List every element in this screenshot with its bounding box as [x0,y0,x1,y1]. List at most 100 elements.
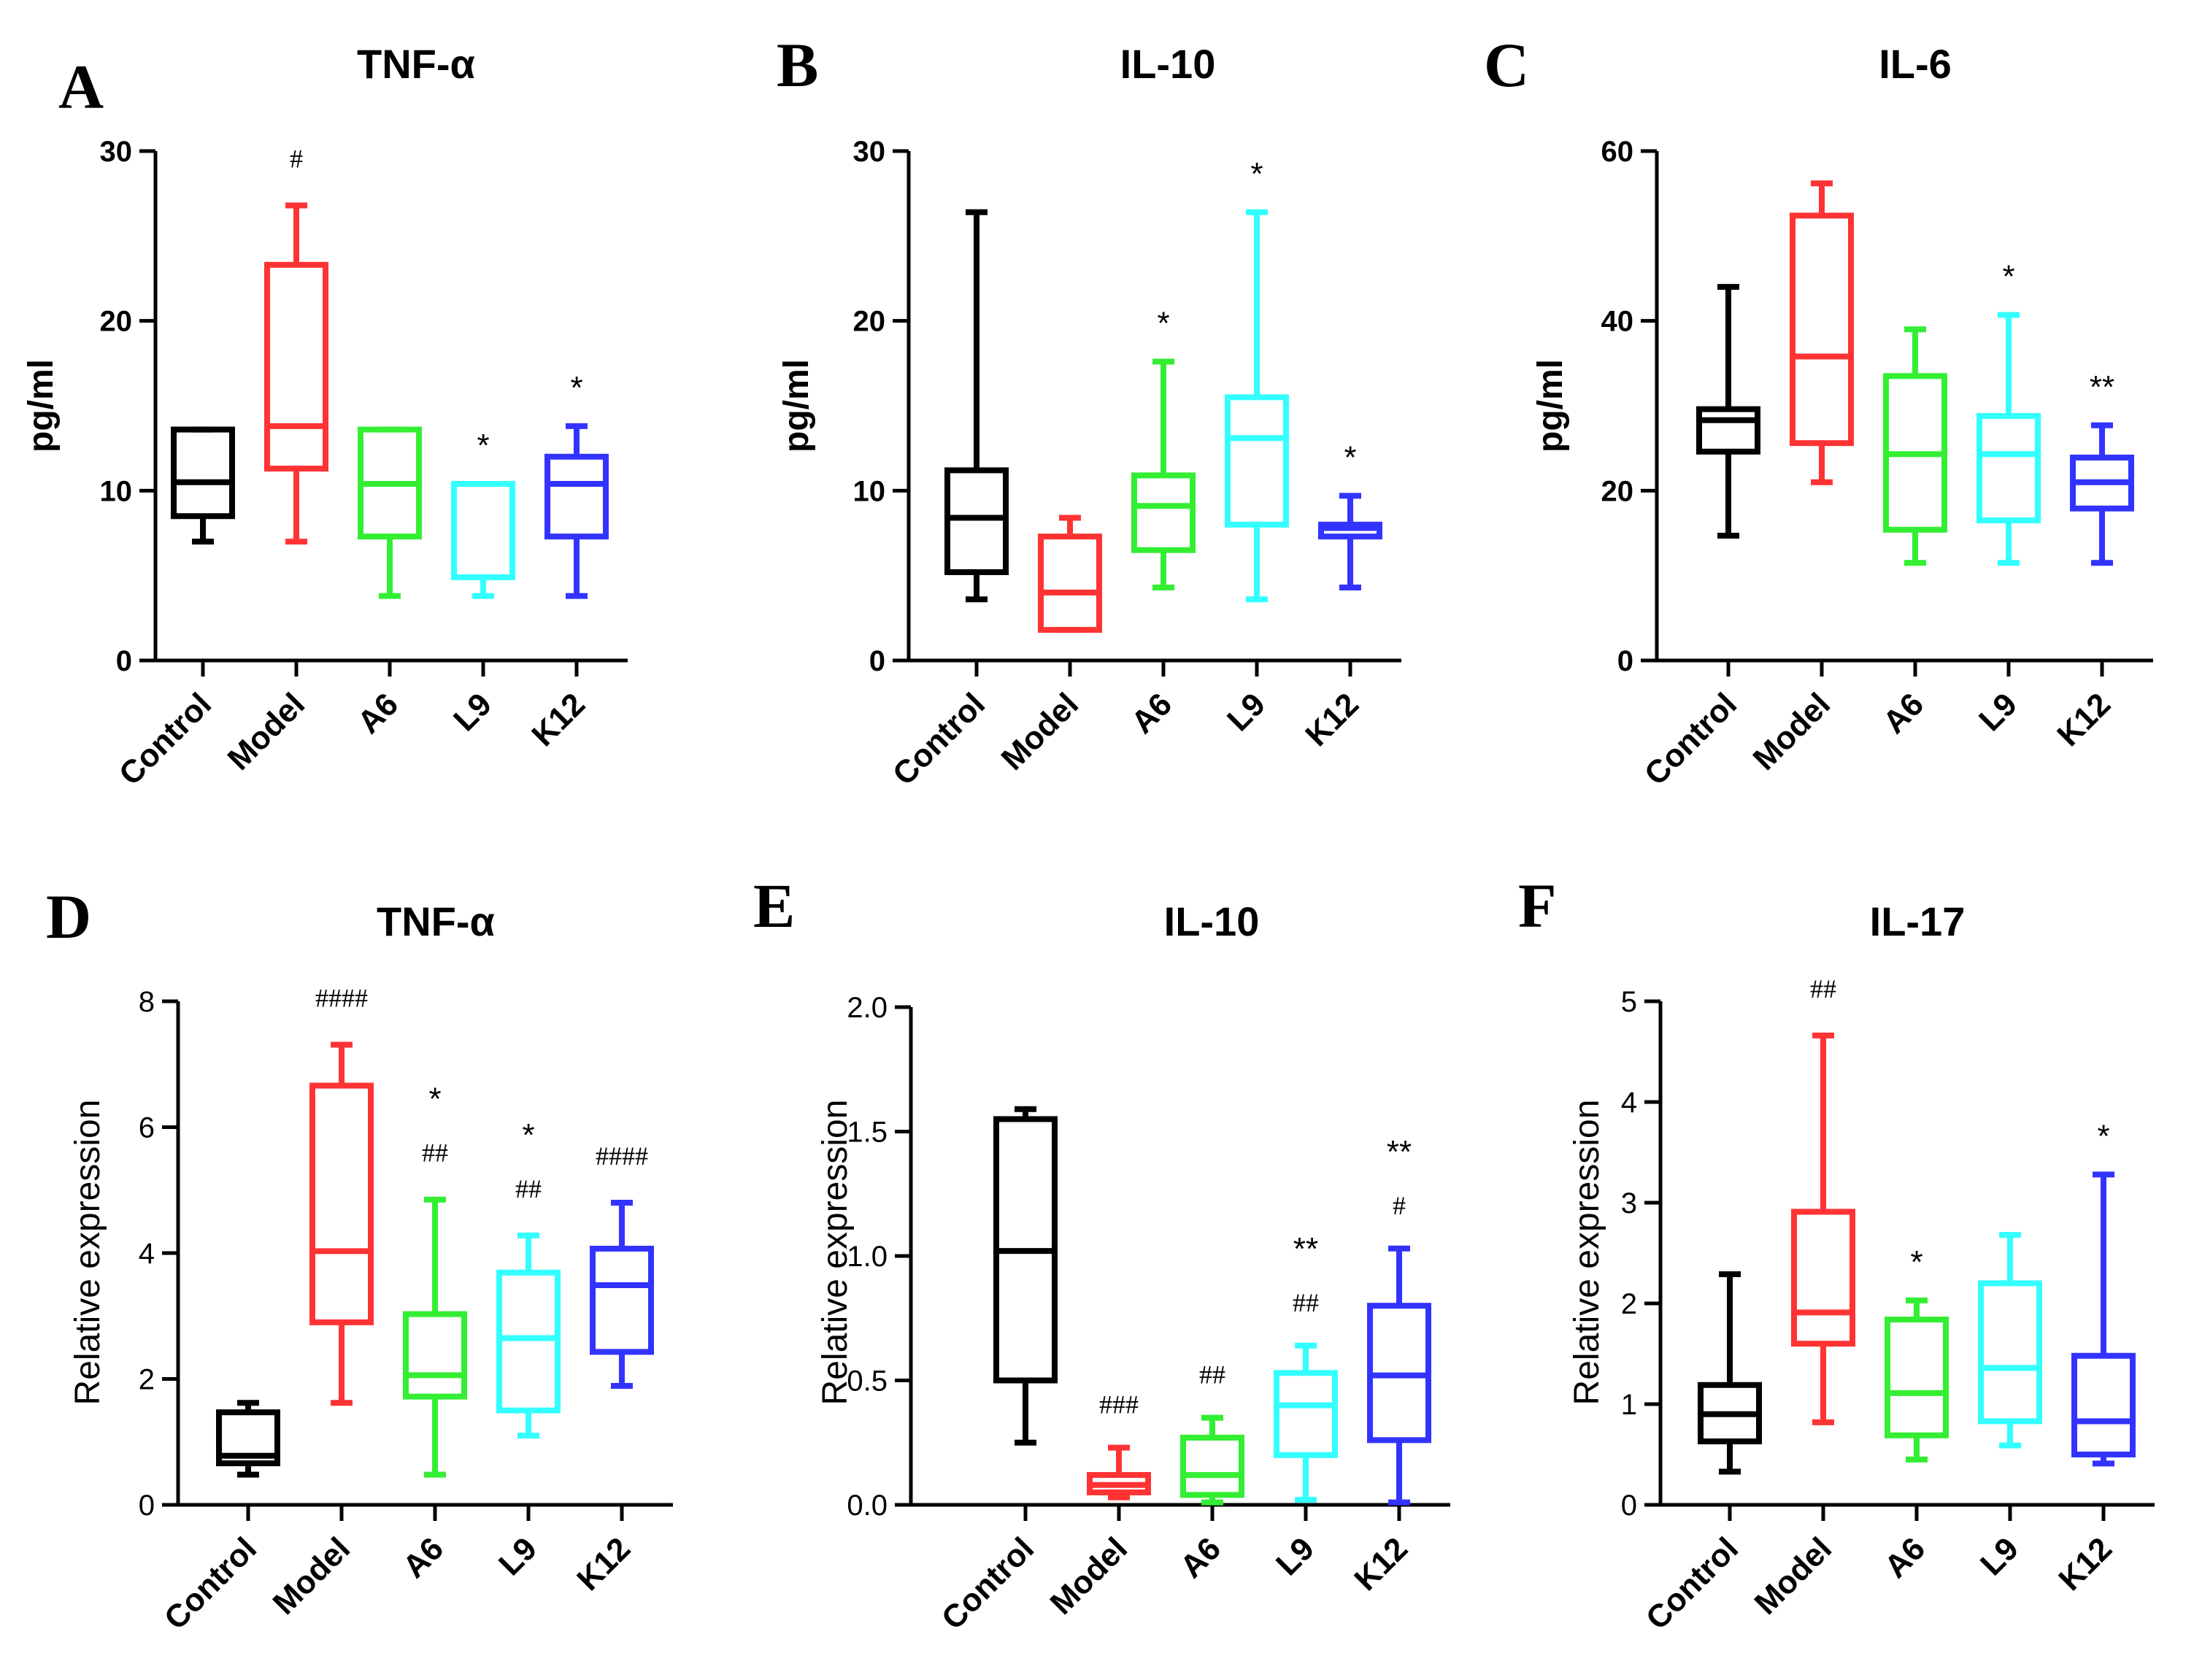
iqr-box [216,1409,280,1467]
box-k12: K12 [2052,1171,2136,1598]
significance-marker: ## [422,1138,448,1168]
significance-marker: * [570,370,582,406]
iqr-box [451,481,515,580]
box-a6: A6 [1174,1414,1244,1585]
box-k12: K12 [2050,422,2134,753]
panel-d: D TNF-α Relative expression 0 2 4 6 8 Control Mod… [46,882,673,1637]
panel-letter: B [777,30,818,100]
iqr-box [1180,1434,1244,1498]
iqr-box [1976,412,2041,524]
chart-title: IL-17 [1870,898,1966,944]
y-axis-label: Relative expression [816,1100,855,1406]
y-tick-label: 0 [1617,645,1633,677]
significance-marker: * [1344,439,1356,475]
panel-letter: A [58,52,104,122]
y-tick-label: 2.0 [847,992,888,1024]
box-control: Control [886,209,1009,793]
x-tick-label: Control [1638,686,1744,792]
iqr-box [1978,1280,2042,1425]
y-tick-label: 5 [1621,986,1637,1018]
y-tick-label: 0 [116,645,132,677]
box-k12: K12 [1347,1245,1431,1598]
y-tick-label: 0 [139,1490,155,1522]
x-tick-label: A6 [1174,1530,1228,1584]
chart-title: IL-10 [1120,41,1216,87]
x-tick-label: Control [112,686,218,792]
chart-title: IL-10 [1164,898,1260,944]
iqr-box [1274,1370,1338,1458]
y-tick-label: 30 [853,136,886,168]
x-tick-label: K12 [2050,686,2117,753]
x-tick-label: A6 [396,1530,450,1584]
x-tick-label: K12 [1298,686,1366,753]
box-l9: L9 [447,481,515,738]
x-tick-label: L9 [1974,1530,2025,1582]
box-model: Model [221,202,328,777]
significance-marker: ## [515,1174,542,1203]
x-tick-label: Model [995,686,1086,777]
x-tick-label: Control [886,686,992,792]
y-tick-label: 40 [1601,306,1634,338]
x-tick-label: A6 [1877,686,1931,740]
x-tick-label: L9 [1220,686,1272,738]
x-tick-label: Model [1747,686,1838,777]
iqr-box [544,453,609,540]
panel-letter: E [753,871,795,941]
panel-letter: F [1518,871,1557,941]
panel-b: B IL-10 pg/ml 0 10 20 30 Control Model A6 L9 K12 * * * [777,30,1401,793]
iqr-box [1225,394,1289,528]
y-axis-label: pg/ml [22,359,61,452]
panel-letter: D [46,882,91,952]
box-k12: K12 [525,423,609,753]
x-tick-label: L9 [1972,686,2024,738]
iqr-box [2071,1352,2136,1458]
y-axis-label: pg/ml [777,359,816,452]
significance-marker: * [2002,259,2014,295]
significance-marker: * [477,428,489,463]
y-tick-label: 0 [869,645,885,677]
significance-marker: # [1393,1191,1406,1220]
y-tick-label: 20 [100,306,133,338]
significance-marker: #### [315,984,368,1013]
x-tick-label: Control [935,1530,1041,1636]
box-a6: A6 [396,1196,467,1585]
iqr-box [309,1082,374,1325]
box-a6: A6 [1125,358,1196,741]
box-control: Control [158,1400,280,1637]
chart-title: TNF-α [377,898,495,944]
box-l9: L9 [1972,312,2041,738]
chart-title: IL-6 [1879,41,1952,87]
x-tick-label: Model [1748,1530,1839,1622]
x-tick-label: L9 [492,1530,544,1582]
significance-marker: ** [1387,1134,1412,1170]
box-model: Model [266,1041,374,1622]
y-tick-label: 1 [1621,1389,1637,1421]
y-tick-label: 60 [1601,136,1634,168]
significance-marker: #### [596,1141,648,1171]
y-tick-label: 3 [1621,1187,1637,1219]
y-tick-label: 4 [139,1238,155,1270]
box-control: Control [935,1106,1058,1637]
iqr-box [1790,212,1854,447]
significance-marker: * [1910,1244,1922,1280]
iqr-box [1038,533,1102,633]
panel-f: F IL-17 Relative expression 0 1 2 3 4 5 Control Mo… [1518,871,2155,1637]
y-axis-label: pg/ml [1531,359,1570,452]
box-model: Model [1748,1032,1855,1622]
box-k12: K12 [570,1200,654,1598]
x-tick-label: K12 [570,1530,637,1598]
box-model: Model [995,515,1102,777]
box-l9: L9 [1974,1232,2042,1582]
significance-marker: * [1157,306,1169,342]
panel-a: A TNF-α pg/ml 0 10 20 30 Control Model A6 L9 K12 # * * [22,41,628,793]
y-tick-label: 4 [1621,1087,1637,1119]
y-tick-label: 2 [1621,1288,1637,1320]
x-tick-label: Control [1639,1530,1745,1636]
significance-marker: * [428,1082,441,1117]
x-tick-label: Control [158,1530,263,1636]
y-tick-label: 6 [139,1112,155,1144]
significance-marker: ** [2090,369,2114,405]
x-tick-label: Model [266,1530,358,1622]
iqr-box [1791,1209,1855,1347]
